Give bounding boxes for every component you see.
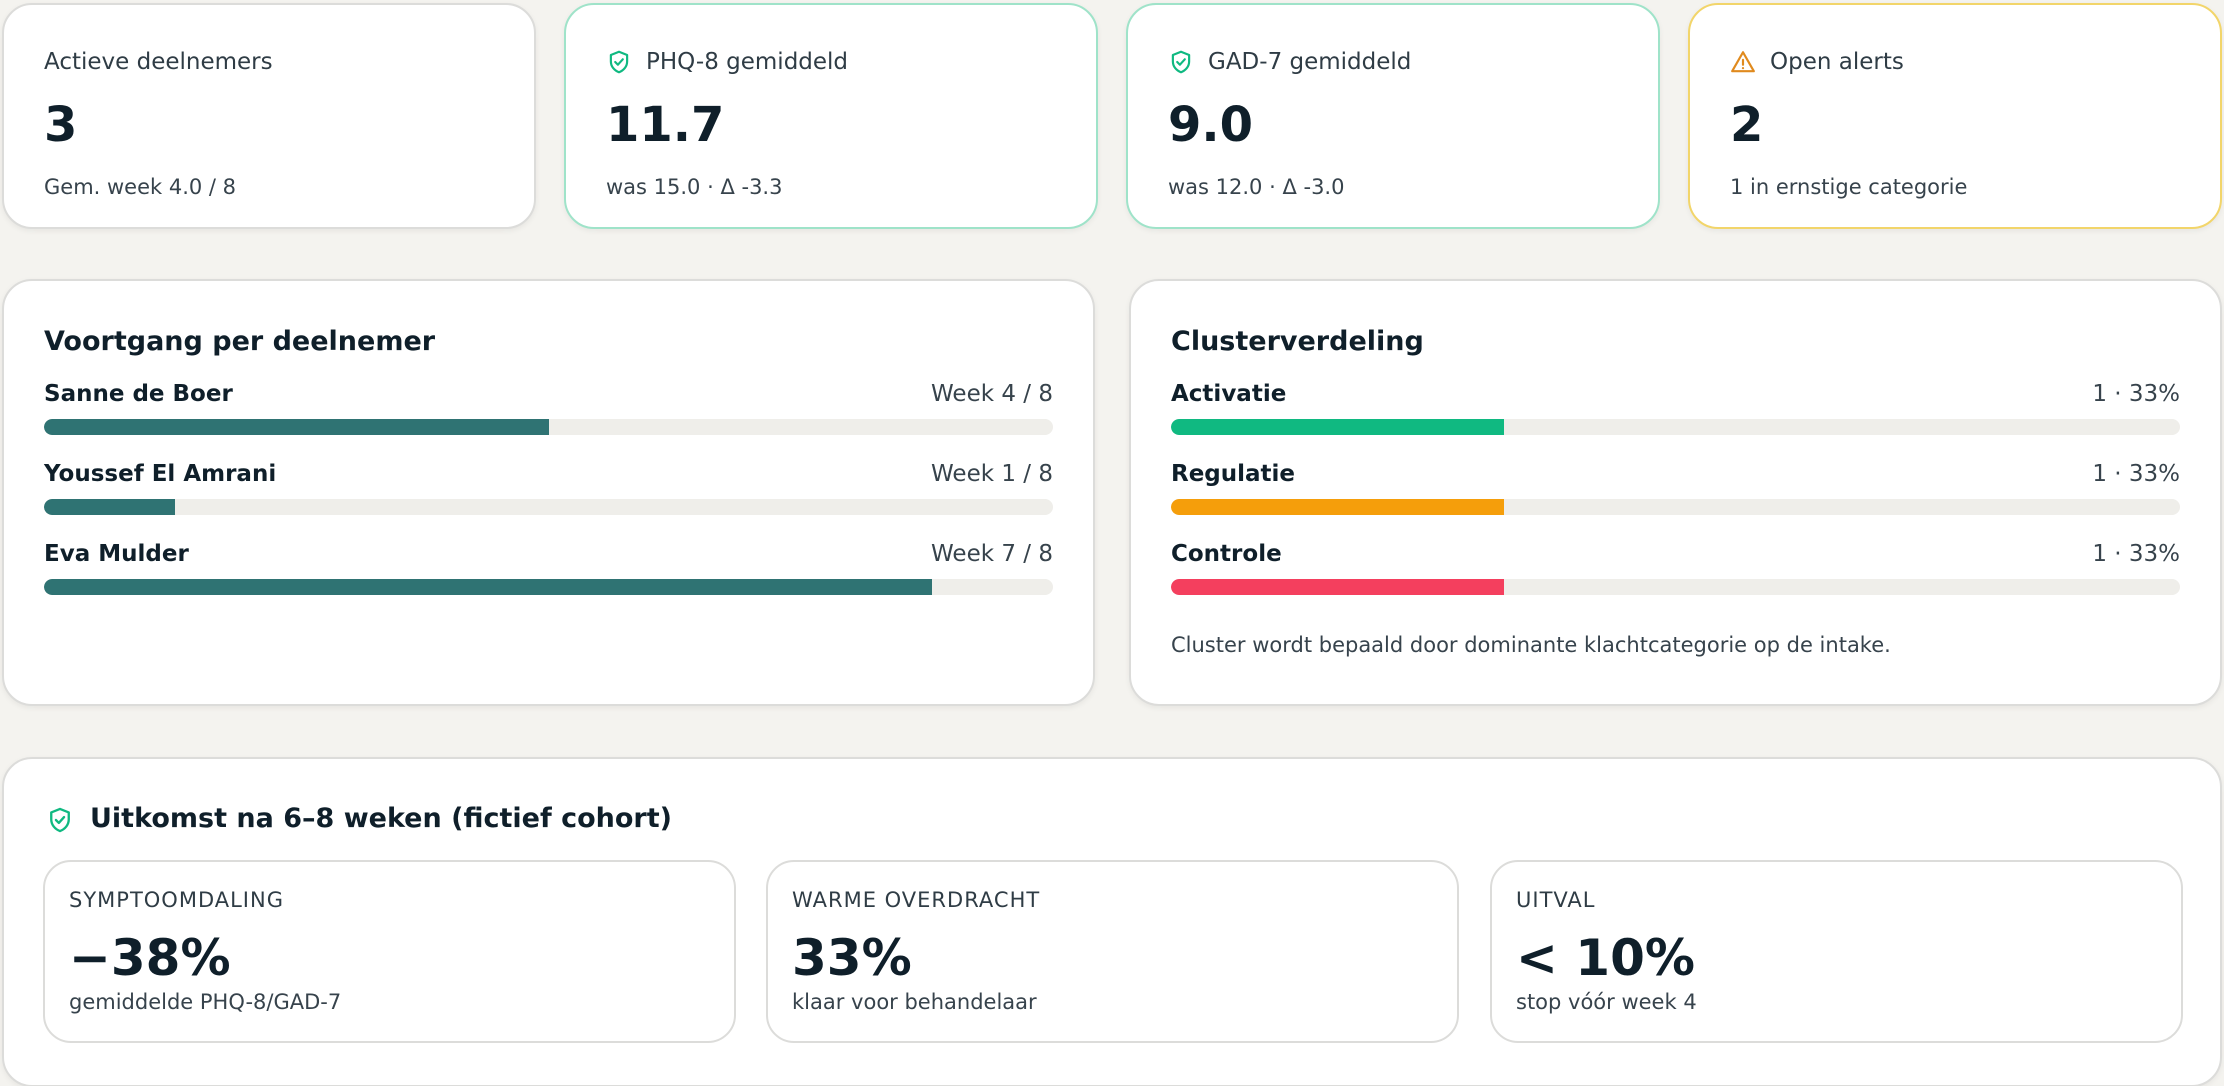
stat-subtext: stop vóór week 4 — [1516, 990, 1697, 1014]
stat-subtext: gemiddelde PHQ-8/GAD-7 — [69, 990, 342, 1014]
section-title: Uitkomst na 6–8 weken (fictief cohort) — [90, 803, 672, 834]
progress-bar — [44, 579, 1053, 595]
kpi-header: Open alerts — [1730, 45, 2180, 79]
progress-bar-fill — [44, 499, 176, 515]
stat-value: 33% — [792, 929, 912, 987]
participant-name: Eva Mulder — [44, 541, 189, 567]
cluster-list: Activatie 1 · 33% Regulatie 1 · 33% Cont… — [1171, 377, 2180, 595]
participant-week: Week 1 / 8 — [931, 461, 1053, 487]
participant-name: Sanne de Boer — [44, 381, 233, 407]
shield-check-icon — [46, 806, 72, 832]
participant-row[interactable]: Sanne de Boer Week 4 / 8 — [44, 377, 1053, 435]
cluster-name: Activatie — [1171, 381, 1287, 407]
stat-value: −38% — [69, 929, 231, 987]
cluster-share: 1 · 33% — [2092, 381, 2180, 407]
outcome-stat-warm-handover: WARME OVERDRACHT 33% klaar voor behandel… — [766, 860, 1459, 1043]
cluster-row-activatie: Activatie 1 · 33% — [1171, 377, 2180, 435]
stat-subtext: klaar voor behandelaar — [792, 990, 1037, 1014]
cluster-share: 1 · 33% — [2092, 461, 2180, 487]
warning-triangle-icon — [1730, 49, 1756, 75]
kpi-header: PHQ-8 gemiddeld — [606, 45, 1056, 79]
stat-label: WARME OVERDRACHT — [792, 888, 1041, 912]
kpi-label: GAD-7 gemiddeld — [1208, 49, 1412, 75]
kpi-card-open-alerts[interactable]: Open alerts 2 1 in ernstige categorie — [1688, 3, 2222, 229]
progress-bar-fill — [44, 579, 932, 595]
kpi-subtext: was 15.0 · Δ -3.3 — [606, 175, 783, 199]
participant-name: Youssef El Amrani — [44, 461, 277, 487]
cluster-note: Cluster wordt bepaald door dominante kla… — [1171, 633, 1891, 657]
kpi-value: 3 — [44, 97, 78, 153]
participant-week: Week 7 / 8 — [931, 541, 1053, 567]
cluster-bar-fill — [1171, 419, 1504, 435]
kpi-value: 9.0 — [1168, 97, 1254, 153]
outcome-header: Uitkomst na 6–8 weken (fictief cohort) — [46, 803, 2178, 834]
kpi-label: Open alerts — [1770, 49, 1904, 75]
cluster-share: 1 · 33% — [2092, 541, 2180, 567]
shield-check-icon — [606, 49, 632, 75]
participant-row[interactable]: Youssef El Amrani Week 1 / 8 — [44, 457, 1053, 515]
kpi-value: 2 — [1730, 97, 1764, 153]
participant-progress-card: Voortgang per deelnemer Sanne de Boer We… — [2, 279, 1095, 706]
cluster-bar — [1171, 419, 2180, 435]
progress-bar — [44, 499, 1053, 515]
kpi-header: Actieve deelnemers — [44, 45, 494, 79]
cluster-bar-fill — [1171, 499, 1504, 515]
cluster-bar — [1171, 499, 2180, 515]
stat-label: UITVAL — [1516, 888, 1596, 912]
section-title: Clusterverdeling — [1171, 326, 1424, 357]
cluster-bar — [1171, 579, 2180, 595]
participant-row[interactable]: Eva Mulder Week 7 / 8 — [44, 537, 1053, 595]
participant-list: Sanne de Boer Week 4 / 8 Youssef El Amra… — [44, 377, 1053, 595]
progress-bar — [44, 419, 1053, 435]
stat-label: SYMPTOOMDALING — [69, 888, 284, 912]
kpi-card-gad7: GAD-7 gemiddeld 9.0 was 12.0 · Δ -3.0 — [1126, 3, 1660, 229]
cluster-bar-fill — [1171, 579, 1504, 595]
kpi-subtext: 1 in ernstige categorie — [1730, 175, 1968, 199]
kpi-header: GAD-7 gemiddeld — [1168, 45, 1618, 79]
section-title: Voortgang per deelnemer — [44, 326, 436, 357]
kpi-label: PHQ-8 gemiddeld — [646, 49, 849, 75]
kpi-card-active-participants: Actieve deelnemers 3 Gem. week 4.0 / 8 — [2, 3, 536, 229]
outcome-stat-symptom-reduction: SYMPTOOMDALING −38% gemiddelde PHQ-8/GAD… — [43, 860, 736, 1043]
cluster-distribution-card: Clusterverdeling Activatie 1 · 33% Regul… — [1129, 279, 2222, 706]
cluster-row-controle: Controle 1 · 33% — [1171, 537, 2180, 595]
kpi-value: 11.7 — [606, 97, 725, 153]
kpi-label: Actieve deelnemers — [44, 49, 273, 75]
cluster-name: Regulatie — [1171, 461, 1296, 487]
progress-bar-fill — [44, 419, 549, 435]
kpi-subtext: Gem. week 4.0 / 8 — [44, 175, 237, 199]
shield-check-icon — [1168, 49, 1194, 75]
kpi-card-phq8: PHQ-8 gemiddeld 11.7 was 15.0 · Δ -3.3 — [564, 3, 1098, 229]
kpi-subtext: was 12.0 · Δ -3.0 — [1168, 175, 1345, 199]
cluster-row-regulatie: Regulatie 1 · 33% — [1171, 457, 2180, 515]
stat-value: < 10% — [1516, 929, 1695, 987]
outcome-stat-dropout: UITVAL < 10% stop vóór week 4 — [1490, 860, 2183, 1043]
cluster-name: Controle — [1171, 541, 1282, 567]
participant-week: Week 4 / 8 — [931, 381, 1053, 407]
